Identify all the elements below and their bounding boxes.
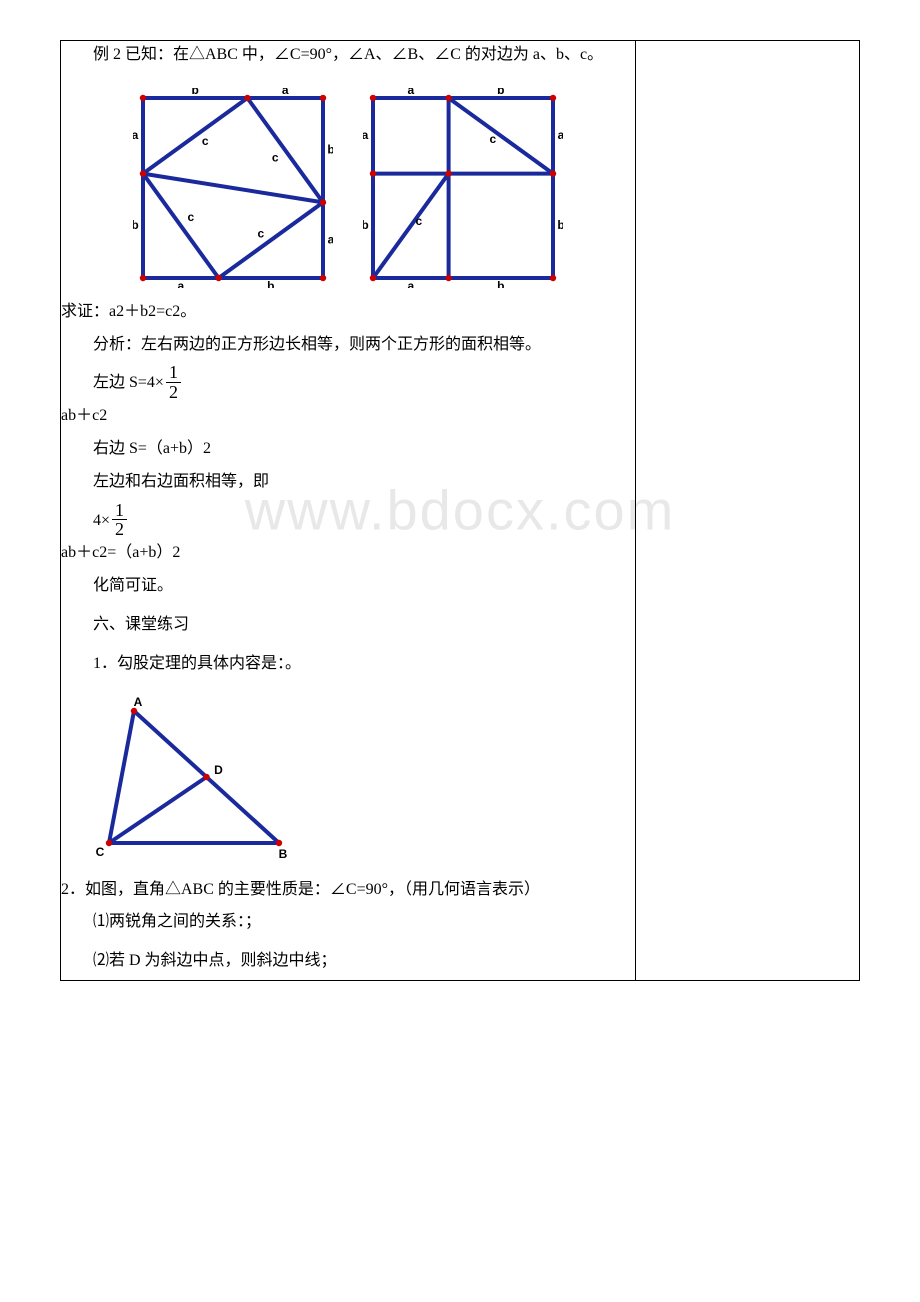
svg-text:a: a (558, 128, 563, 142)
equation-four-times: 4× 1 2 (61, 501, 635, 540)
svg-text:B: B (279, 847, 288, 861)
triangle-diagram: A C B D (89, 693, 319, 863)
pythagoras-diagram-left: b a b a a b a b c c c c (133, 88, 333, 288)
prove-statement: 求证：a2＋b2=c2。 (61, 298, 635, 327)
practice-q2: 2．如图，直角△ABC 的主要性质是：∠C=90°，（用几何语言表示） (61, 876, 635, 905)
svg-text:a: a (408, 279, 415, 288)
svg-text:b: b (363, 218, 369, 232)
equation-left-s: 左边 S=4× 1 2 (61, 363, 635, 402)
frac-num-2: 1 (112, 501, 127, 521)
svg-text:a: a (328, 232, 333, 246)
svg-text:c: c (272, 150, 279, 164)
practice-title: 六、课堂练习 (61, 611, 635, 640)
svg-text:C: C (96, 845, 105, 859)
simplify-line: 化简可证。 (61, 572, 635, 601)
svg-text:D: D (214, 763, 223, 777)
svg-text:c: c (258, 226, 265, 240)
svg-text:b: b (267, 279, 274, 288)
svg-text:a: a (363, 128, 369, 142)
svg-text:b: b (497, 88, 504, 97)
main-content-cell: 例 2 已知：在△ABC 中，∠C=90°，∠A、∠B、∠C 的对边为 a、b、… (61, 41, 636, 981)
svg-text:a: a (408, 88, 415, 97)
right-s-line: 右边 S=（a+b）2 (61, 435, 635, 464)
final-equation-line: ab＋c2=（a+b）2 (61, 539, 635, 568)
practice-q2-2: ⑵若 D 为斜边中点，则斜边中线； (61, 947, 635, 976)
ab-plus-c2-line: ab＋c2 (61, 402, 635, 431)
svg-text:A: A (134, 695, 143, 709)
frac-den: 2 (166, 383, 181, 402)
diagram-row: b a b a a b a b c c c c a b a b a b a b c c (61, 88, 635, 288)
svg-text:b: b (192, 88, 199, 97)
example-title: 例 2 已知：在△ABC 中，∠C=90°，∠A、∠B、∠C 的对边为 a、b、… (61, 41, 635, 70)
left-s-prefix: 左边 S=4× (61, 365, 164, 402)
svg-text:b: b (497, 279, 504, 288)
side-empty-cell (636, 41, 860, 981)
svg-text:a: a (178, 279, 185, 288)
practice-q2-1: ⑴两锐角之间的关系：； (61, 908, 635, 937)
svg-text:c: c (490, 132, 497, 146)
four-times-prefix: 4× (61, 503, 110, 540)
frac-num: 1 (166, 363, 181, 383)
frac-den-2: 2 (112, 520, 127, 539)
page-layout-table: 例 2 已知：在△ABC 中，∠C=90°，∠A、∠B、∠C 的对边为 a、b、… (60, 40, 860, 981)
triangle-diagram-wrap: A C B D (89, 693, 635, 868)
analysis-text: 分析：左右两边的正方形边长相等，则两个正方形的面积相等。 (61, 331, 635, 360)
svg-text:b: b (327, 142, 333, 156)
svg-text:c: c (188, 210, 195, 224)
svg-text:b: b (557, 218, 563, 232)
practice-q1: 1．勾股定理的具体内容是：。 (61, 650, 635, 679)
svg-text:c: c (416, 214, 423, 228)
svg-text:b: b (133, 218, 139, 232)
svg-text:c: c (202, 134, 209, 148)
fraction-half-1: 1 2 (166, 363, 181, 402)
fraction-half-2: 1 2 (112, 501, 127, 540)
equal-note-line: 左边和右边面积相等，即 (61, 468, 635, 497)
pythagoras-diagram-right: a b a b a b a b c c (363, 88, 563, 288)
svg-text:a: a (282, 88, 289, 97)
svg-text:a: a (133, 128, 139, 142)
